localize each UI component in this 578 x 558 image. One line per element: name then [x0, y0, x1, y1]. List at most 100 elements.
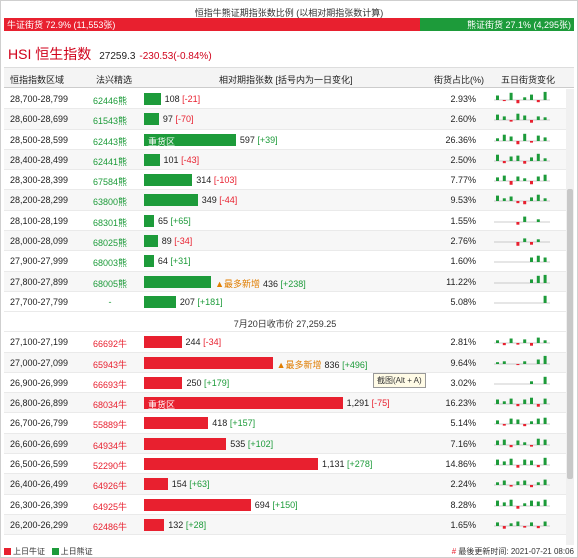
most-new-tag: ▲最多新增 [215, 278, 260, 289]
table-row: 27,700-27,799 - 207 [+181] 5.08% [4, 292, 566, 313]
one-day-change: [+28] [185, 519, 207, 530]
table-row: 28,600-28,699 61543熊 97 [-70] 2.60% [4, 109, 566, 130]
row-warrant-code[interactable]: 52290牛 [92, 461, 128, 472]
mini-bar [496, 459, 499, 466]
row-warrant-code[interactable]: 62443熊 [92, 136, 128, 147]
row-warrant-code[interactable]: 63800熊 [92, 197, 128, 208]
row-share: 2.81% [450, 337, 476, 348]
row-warrant-code[interactable]: 67584熊 [92, 177, 128, 188]
one-day-change: [-34] [174, 236, 193, 247]
mini-bar [536, 135, 540, 141]
mini-bar [523, 442, 527, 445]
row-warrant-code[interactable]: 62486牛 [92, 521, 128, 532]
row-contract-value: 108 [-21] [165, 94, 201, 104]
row-warrant-code[interactable]: 68003熊 [92, 258, 128, 269]
mini-bar [523, 339, 527, 344]
row-warrant-code[interactable]: 55889牛 [92, 420, 128, 431]
row-range: 27,700-27,799 [10, 296, 69, 307]
table-row: 28,300-28,399 67584熊 314 [-103] 7.77% [4, 170, 566, 191]
five-day-mini-chart [494, 216, 550, 225]
row-warrant-code[interactable]: 64925牛 [92, 501, 128, 512]
heavy-zone-label: 重货区 [148, 136, 176, 147]
row-warrant-code[interactable]: 62441熊 [92, 156, 128, 167]
row-share: 2.50% [450, 154, 476, 165]
mini-bar [516, 505, 520, 509]
mini-bar [509, 156, 513, 161]
row-warrant-code[interactable]: 64934牛 [92, 440, 128, 451]
row-warrant-code[interactable]: 68301熊 [92, 217, 128, 228]
row-share: 16.23% [445, 398, 476, 409]
row-range: 28,700-28,799 [10, 94, 69, 104]
legend-bear-label: 上日熊证 [60, 547, 93, 556]
mini-bar [509, 419, 513, 425]
mini-bar [516, 140, 520, 144]
one-day-change: [-103] [213, 175, 237, 186]
scrollbar-thumb[interactable] [567, 189, 573, 479]
hsi-name[interactable]: HSI 恒生指数 [8, 46, 92, 62]
mini-bar [523, 525, 527, 528]
row-range: 26,200-26,299 [10, 519, 69, 530]
row-contract-bar [144, 275, 212, 288]
row-contract-value: 694 [+150] [255, 500, 298, 510]
one-day-change: [-43] [181, 154, 200, 165]
hsi-price: 27259.3 [99, 51, 136, 62]
mini-bar [536, 176, 540, 182]
mini-bar [516, 404, 520, 407]
mini-bar [536, 359, 540, 364]
mini-bar [516, 419, 520, 425]
mini-bar [543, 457, 547, 466]
mini-bar [509, 398, 513, 405]
contract-count: 89 [161, 236, 172, 247]
mini-bar [496, 177, 499, 182]
row-contract-bar [144, 356, 273, 369]
bull-ratio-label: 牛证街货 72.9% (11,553张) [7, 20, 116, 30]
row-warrant-code[interactable]: 61543熊 [92, 116, 128, 127]
contract-count: 349 [201, 195, 217, 206]
mini-bar [516, 242, 520, 246]
mini-bar [536, 404, 540, 407]
five-day-mini-chart [494, 174, 550, 185]
mini-bar [502, 175, 506, 182]
row-contract-bar [144, 174, 193, 187]
mini-bar [536, 100, 540, 103]
one-day-change: [+496] [342, 359, 368, 370]
mini-bar [509, 92, 513, 100]
row-share: 1.60% [450, 256, 476, 267]
row-warrant-code[interactable]: 68005熊 [92, 278, 128, 289]
update-hash: # [451, 547, 457, 556]
row-contract-value: 132 [+28] [168, 520, 206, 530]
row-warrant-code[interactable]: 66692牛 [92, 339, 128, 350]
mini-bar [543, 376, 547, 384]
one-day-change: [+157] [229, 418, 256, 429]
mini-bar [509, 444, 513, 447]
most-new-tag: ▲最多新增 [276, 359, 322, 370]
mini-bar [496, 154, 499, 161]
row-contract-value: 154 [+63] [172, 479, 210, 489]
row-warrant-code[interactable]: 68025熊 [92, 238, 128, 249]
five-day-mini-chart [494, 295, 550, 304]
mini-bar [530, 500, 533, 506]
mini-bar [502, 424, 506, 427]
row-warrant-code[interactable]: 64926牛 [92, 481, 128, 492]
row-warrant-code[interactable]: 66693牛 [92, 379, 128, 390]
header-range: 恒指指数区域 [10, 75, 65, 85]
table-row: 26,300-26,399 64925牛 694 [+150] 8.28% [4, 495, 566, 515]
row-warrant-code[interactable]: 65943牛 [92, 359, 128, 370]
row-range: 27,900-27,999 [10, 256, 69, 267]
row-range: 28,100-28,199 [10, 215, 69, 226]
row-share: 2.93% [450, 94, 476, 104]
row-share: 9.64% [450, 357, 476, 368]
one-day-change: [-44] [219, 195, 238, 206]
row-warrant-code[interactable]: 62446熊 [92, 96, 128, 106]
previous-close-line: 7月20日收市价 27,259.25 [4, 312, 566, 333]
scrollbar[interactable] [566, 89, 574, 545]
mini-bar [502, 134, 506, 141]
five-day-mini-chart [494, 337, 550, 346]
mini-bar [516, 465, 520, 468]
row-contract-bar [144, 376, 183, 389]
row-warrant-code[interactable]: 68034牛 [92, 400, 128, 411]
mini-bar [543, 274, 547, 283]
row-contract-bar [144, 214, 154, 227]
mini-bar [543, 136, 547, 141]
mini-bar [530, 444, 533, 447]
